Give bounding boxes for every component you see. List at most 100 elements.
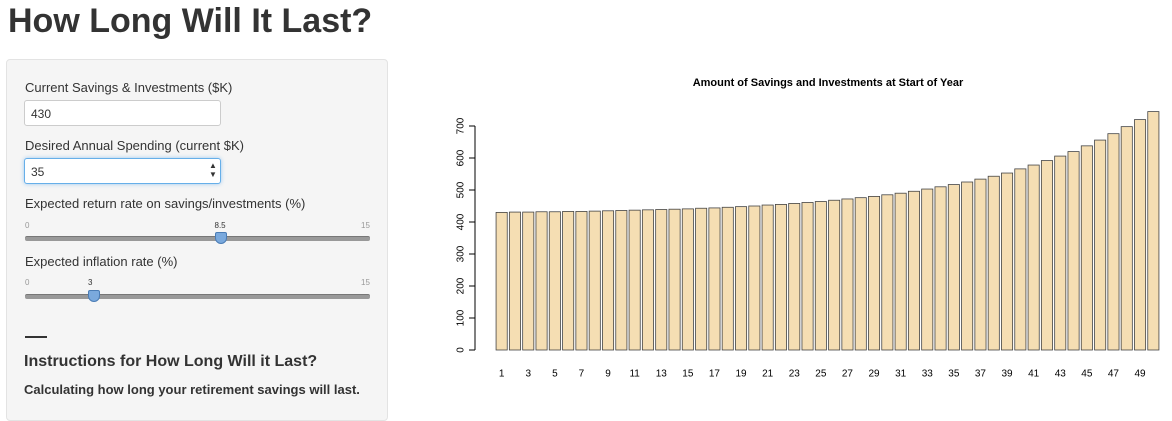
bar xyxy=(1134,119,1147,351)
bar xyxy=(1120,126,1133,351)
bar xyxy=(881,194,894,351)
slider-track xyxy=(25,236,370,241)
instructions-text: Calculating how long your retirement sav… xyxy=(24,382,360,397)
slider-track xyxy=(25,294,370,299)
bar xyxy=(894,192,907,351)
bar xyxy=(1094,139,1107,351)
x-tick-label: 47 xyxy=(1108,369,1120,380)
x-tick-label: 1 xyxy=(499,369,505,380)
x-tick-label: 23 xyxy=(789,369,801,380)
x-tick-label: 43 xyxy=(1055,369,1067,380)
bar xyxy=(522,211,535,351)
x-tick-label: 3 xyxy=(525,369,531,380)
bar xyxy=(854,197,867,351)
bar xyxy=(761,204,774,351)
y-tick-label: 0 xyxy=(456,347,467,353)
bar xyxy=(495,211,508,351)
bar xyxy=(1001,172,1014,351)
bar xyxy=(655,209,668,351)
x-tick-label: 11 xyxy=(629,369,640,380)
bar xyxy=(602,210,615,351)
y-tick-label: 700 xyxy=(456,117,467,134)
bar xyxy=(974,178,987,351)
rule xyxy=(25,336,47,338)
slider-thumb[interactable] xyxy=(88,290,100,302)
label: Expected inflation rate (%) xyxy=(25,254,178,269)
slider-thumb[interactable] xyxy=(214,232,227,244)
x-tick-label: 21 xyxy=(762,369,774,380)
x-tick-label: 41 xyxy=(1028,369,1040,380)
slider-min: 0 xyxy=(25,278,30,287)
page: How Long Will It Last? Current Savings &… xyxy=(6,2,1160,421)
bar xyxy=(721,206,734,351)
bar xyxy=(1107,133,1120,351)
bar xyxy=(562,211,575,351)
bar xyxy=(801,202,814,351)
chart: Amount of Savings and Investments at Sta… xyxy=(456,77,1160,380)
bar xyxy=(575,211,588,351)
bar xyxy=(1147,111,1160,351)
y-tick-label: 400 xyxy=(456,213,467,230)
x-tick-label: 9 xyxy=(605,369,611,380)
label: Desired Annual Spending (current $K) xyxy=(25,138,244,153)
bar xyxy=(788,203,801,351)
bar xyxy=(668,208,681,351)
slider-max: 15 xyxy=(361,278,370,287)
bar xyxy=(1080,145,1093,351)
bar xyxy=(628,209,641,351)
x-tick-label: 25 xyxy=(815,369,827,380)
bar xyxy=(947,184,960,351)
bar xyxy=(828,199,841,351)
x-tick-label: 5 xyxy=(552,369,558,380)
bar xyxy=(681,208,694,351)
x-tick-label: 37 xyxy=(975,369,987,380)
x-tick-label: 31 xyxy=(895,369,907,380)
y-tick-label: 600 xyxy=(456,149,467,166)
label: Expected return rate on savings/investme… xyxy=(25,196,306,211)
bar xyxy=(641,209,654,351)
bar xyxy=(708,207,721,351)
label: Current Savings & Investments ($K) xyxy=(25,80,233,95)
x-tick-label: 17 xyxy=(709,369,721,380)
bar xyxy=(868,195,881,351)
bar xyxy=(814,201,827,351)
x-tick-label: 7 xyxy=(579,369,585,380)
y-tick-label: 200 xyxy=(456,277,467,294)
bar xyxy=(748,205,761,351)
bar xyxy=(508,211,521,351)
bar xyxy=(735,206,748,351)
chart-title: Amount of Savings and Investments at Sta… xyxy=(693,77,964,89)
x-tick-label: 27 xyxy=(842,369,854,380)
slider-value: 3 xyxy=(88,278,93,287)
sidebar: Current Savings & Investments ($K) 430 D… xyxy=(6,59,388,421)
bar xyxy=(934,186,947,351)
x-tick-label: 45 xyxy=(1081,369,1093,380)
bar xyxy=(774,203,787,351)
x-tick-label: 13 xyxy=(656,369,668,380)
spending-input[interactable]: 35 xyxy=(24,158,221,184)
page-title: How Long Will It Last? xyxy=(8,2,373,40)
bar xyxy=(548,211,561,351)
x-tick-label: 33 xyxy=(922,369,934,380)
instructions-title: Instructions for How Long Will it Last? xyxy=(24,353,318,370)
spinner[interactable]: ▲ ▼ xyxy=(209,161,217,179)
y-tick-label: 500 xyxy=(456,181,467,198)
slider-min: 0 xyxy=(25,221,30,230)
bar xyxy=(588,210,601,351)
x-tick-label: 29 xyxy=(868,369,880,380)
bar xyxy=(1014,168,1027,351)
x-tick-label: 15 xyxy=(682,369,694,380)
bar xyxy=(1054,155,1067,351)
bar xyxy=(1067,151,1080,351)
bar xyxy=(921,188,934,351)
x-tick-label: 19 xyxy=(735,369,747,380)
bar xyxy=(987,175,1000,351)
bar xyxy=(695,207,708,351)
bar xyxy=(961,181,974,351)
bar xyxy=(615,210,628,351)
y-tick-label: 300 xyxy=(456,245,467,262)
savings-input[interactable]: 430 xyxy=(24,100,221,126)
y-tick-label: 100 xyxy=(456,309,467,326)
bar xyxy=(907,190,920,351)
slider-max: 15 xyxy=(361,221,370,230)
